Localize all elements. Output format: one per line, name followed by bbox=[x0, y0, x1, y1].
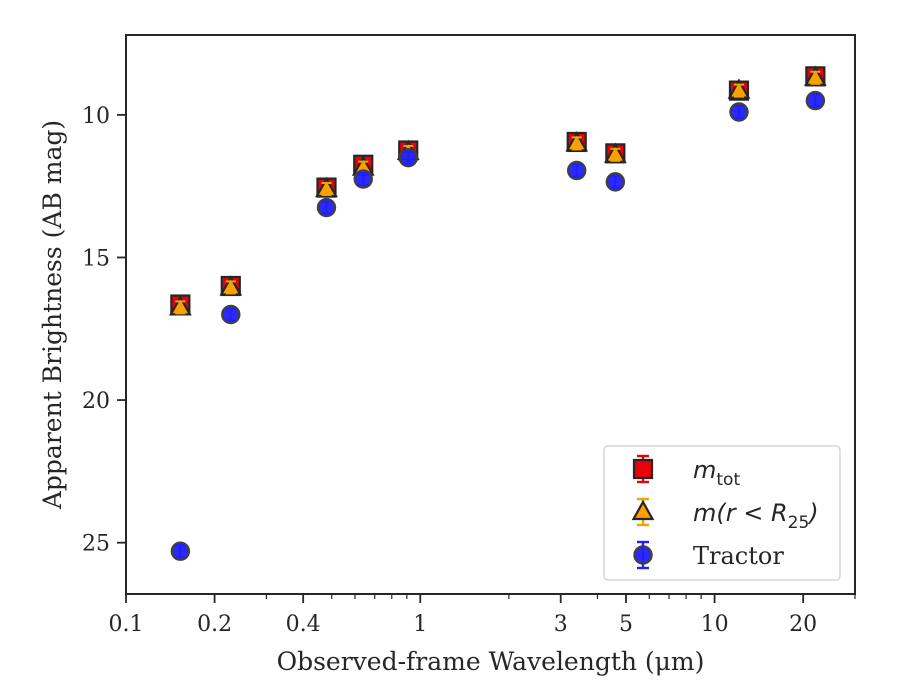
y-axis-label: Apparent Brightness (AB mag) bbox=[38, 120, 67, 510]
point-triangle bbox=[219, 275, 243, 296]
x-tick-label: 0.4 bbox=[286, 612, 321, 637]
y-axis-ticks: 10 15 20 25 bbox=[82, 104, 126, 557]
legend-label: Tractor bbox=[693, 542, 784, 570]
series-triangle bbox=[168, 65, 827, 316]
legend-items: mtot m(r < R25) Tractor bbox=[631, 454, 819, 570]
point-circle bbox=[805, 90, 826, 111]
legend-label: mtot bbox=[693, 456, 740, 490]
point-circle bbox=[398, 147, 418, 168]
point-circle bbox=[316, 197, 337, 218]
legend-label-subscript: tot bbox=[716, 470, 740, 490]
point-circle bbox=[567, 160, 587, 181]
legend-label: m(r < R25) bbox=[693, 499, 819, 533]
y-tick-label: 15 bbox=[82, 246, 110, 271]
point-triangle bbox=[727, 78, 751, 99]
point-triangle bbox=[565, 131, 589, 152]
legend-marker-square bbox=[632, 458, 654, 480]
x-tick-label: 1 bbox=[413, 612, 427, 637]
y-tick-label: 20 bbox=[82, 389, 110, 414]
legend-box bbox=[603, 445, 841, 581]
point-circle bbox=[729, 102, 749, 122]
point-circle bbox=[221, 304, 241, 325]
legend-label-tail: ) bbox=[807, 499, 818, 527]
legend-item: mtot bbox=[632, 454, 740, 490]
legend-item: Tractor bbox=[633, 540, 784, 570]
legend-label-subscript: 25 bbox=[788, 513, 810, 533]
legend-marker-circle bbox=[633, 545, 653, 565]
y-tick-label: 10 bbox=[82, 104, 110, 129]
x-tick-label: 10 bbox=[701, 612, 729, 637]
x-axis-ticks: 0.1 0.2 0.4 1 3 5 10 20 bbox=[109, 594, 856, 637]
x-tick-label: 5 bbox=[619, 612, 633, 637]
x-tick-label: 3 bbox=[554, 612, 568, 637]
legend-item: m(r < R25) bbox=[631, 497, 819, 533]
point-triangle bbox=[803, 65, 827, 86]
point-circle bbox=[170, 541, 191, 561]
point-triangle bbox=[315, 176, 338, 198]
point-circle bbox=[353, 169, 373, 189]
plot-frame bbox=[125, 34, 856, 595]
legend-label-main: m bbox=[693, 456, 716, 484]
legend-label-main: m(r < R bbox=[693, 499, 788, 527]
point-triangle bbox=[168, 295, 192, 316]
axes: 0.1 0.2 0.4 1 3 5 10 20 10 15 20 25 Observed-frame… bbox=[38, 34, 856, 676]
x-axis-label: Observed-frame Wavelength (μm) bbox=[277, 647, 705, 676]
x-tick-label: 0.2 bbox=[197, 612, 232, 637]
point-circle bbox=[605, 172, 626, 192]
series-square bbox=[170, 66, 826, 315]
data-points bbox=[168, 65, 827, 561]
point-triangle bbox=[603, 142, 627, 163]
y-tick-label: 25 bbox=[82, 532, 110, 557]
legend: mtot m(r < R25) Tractor bbox=[603, 445, 841, 581]
x-tick-label: 0.1 bbox=[109, 612, 144, 637]
legend-marker-triangle bbox=[631, 499, 655, 521]
series-circle bbox=[170, 90, 826, 561]
x-tick-label: 20 bbox=[789, 612, 817, 637]
